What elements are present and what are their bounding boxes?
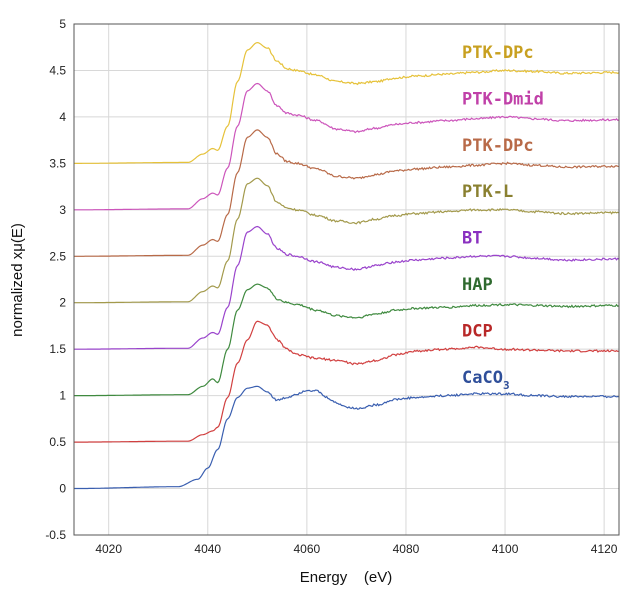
plot-frame — [73, 23, 620, 536]
series-line-7 — [74, 385, 620, 490]
y-tick-label: 3.5 — [49, 156, 66, 170]
series-line-3 — [74, 177, 620, 304]
x-tick-label: 4100 — [492, 542, 519, 556]
x-tick-labels: 4020 4040 4060 4080 4100 4120 — [95, 542, 617, 556]
y-tick-label: 0 — [59, 482, 66, 496]
series-line-2 — [74, 129, 620, 257]
series-label: BT — [462, 229, 482, 249]
y-tick-label: 1.5 — [49, 342, 66, 356]
y-tick-label: 4.5 — [49, 63, 66, 77]
series-label: HAP — [462, 275, 493, 295]
y-tick-label: 5 — [59, 17, 66, 31]
series-label: PTK-DPc — [462, 43, 534, 63]
series-label-text: PTK-L — [462, 182, 513, 202]
x-tick-label: 4120 — [591, 542, 618, 556]
x-tick-label: 4040 — [194, 542, 221, 556]
series-label: CaCO3 — [462, 368, 510, 392]
x-axis-title: Energy (eV) — [300, 569, 393, 586]
series-line-1 — [74, 82, 620, 211]
y-tick-label: 1 — [59, 389, 66, 403]
series-label-subscript: 3 — [503, 379, 510, 392]
series-lines — [74, 41, 620, 490]
series-line-4 — [74, 225, 620, 350]
y-tick-label: 0.5 — [49, 435, 66, 449]
series-line-5 — [74, 283, 620, 397]
series-labels: PTK-DPc PTK-Dmid PTK-DPc PTK-L BT HAP DCP CaCO3 — [462, 43, 544, 392]
series-label-text: DCP — [462, 322, 493, 342]
series-label: DCP — [462, 322, 493, 342]
series-label-text: PTK-DPc — [462, 43, 534, 63]
y-tick-label: -0.5 — [45, 528, 66, 542]
plot-background — [74, 24, 619, 535]
y-tick-labels: -0.5 0 0.5 1 1.5 2 2.5 3 3.5 4 4.5 5 — [45, 17, 66, 542]
y-tick-label: 2 — [59, 296, 66, 310]
series-label-text: PTK-Dmid — [462, 89, 544, 109]
series-label-text: BT — [462, 229, 482, 249]
series-label: PTK-L — [462, 182, 513, 202]
y-tick-label: 3 — [59, 203, 66, 217]
x-tick-label: 4080 — [393, 542, 420, 556]
series-label: PTK-Dmid — [462, 89, 544, 109]
series-label-text: HAP — [462, 275, 493, 295]
series-label-text: PTK-DPc — [462, 136, 534, 156]
y-tick-label: 2.5 — [49, 249, 66, 263]
y-tick-label: 4 — [59, 110, 66, 124]
series-label: PTK-DPc — [462, 136, 534, 156]
series-label-text: CaCO — [462, 368, 503, 388]
series-line-6 — [74, 320, 620, 443]
x-tick-label: 4020 — [95, 542, 122, 556]
series-line-0 — [74, 41, 620, 164]
x-tick-label: 4060 — [294, 542, 321, 556]
y-axis-title: normalized xμ(E) — [9, 223, 26, 337]
